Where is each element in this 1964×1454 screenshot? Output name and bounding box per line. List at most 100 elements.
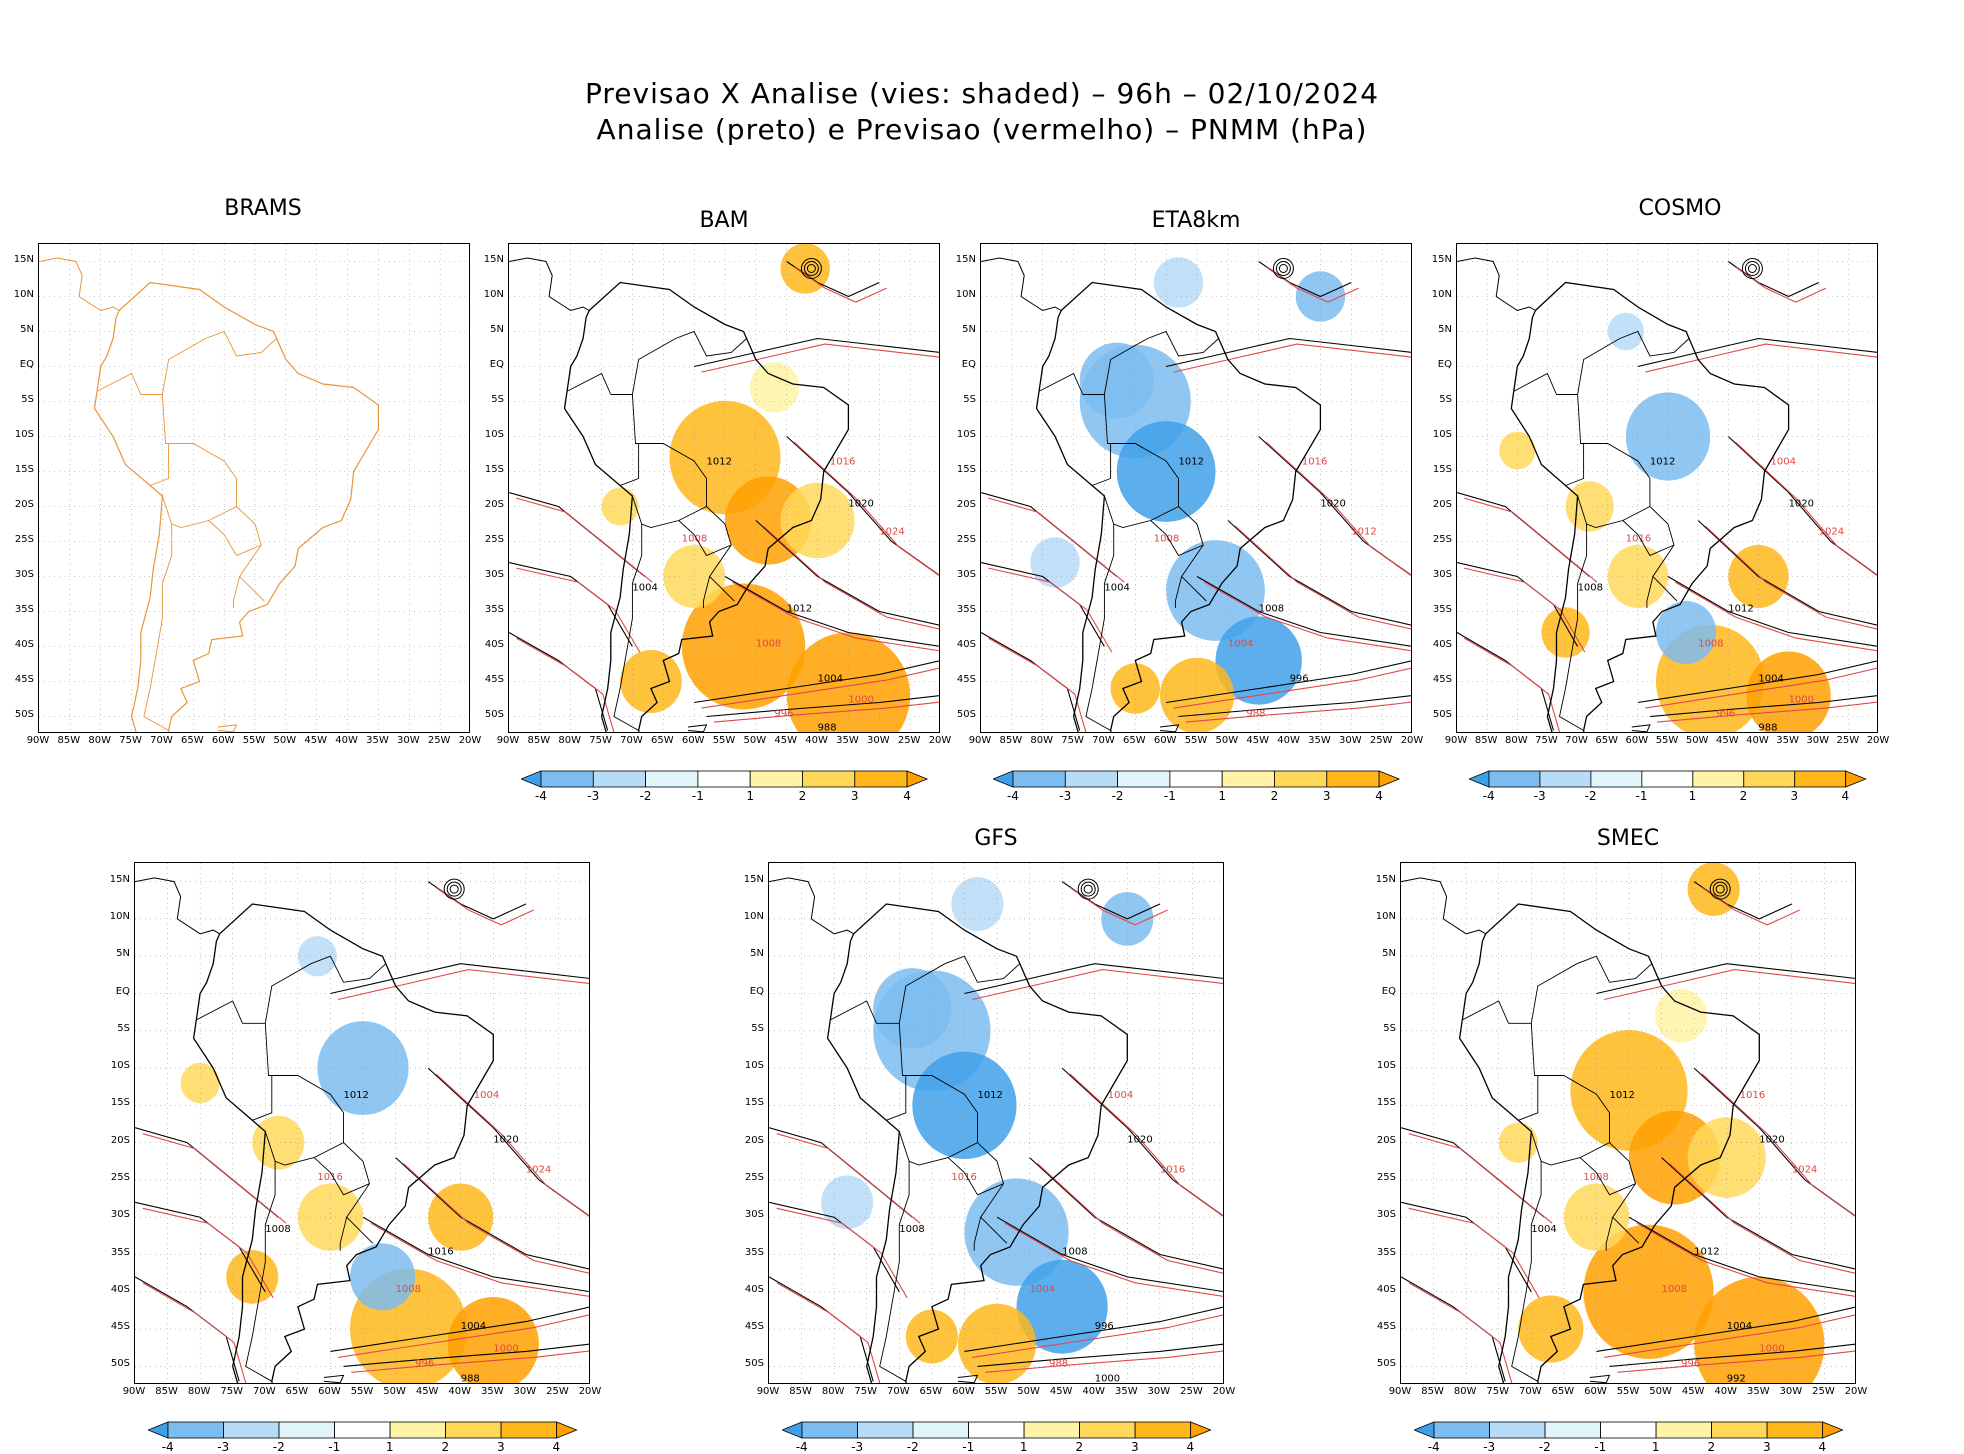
lat-tick-label: 15S [14, 463, 34, 475]
colorbar-segment [1539, 770, 1591, 788]
panel-title: SMEC [1596, 826, 1660, 851]
isobar-label: 988 [1758, 723, 1777, 734]
isobar-label: 1024 [526, 1164, 551, 1175]
country-border [610, 330, 747, 395]
country-border [140, 330, 277, 395]
colorbar-label: 1 [385, 1440, 394, 1454]
lon-tick-label: 80W [88, 735, 112, 746]
lat-tick-label: 15S [110, 1097, 130, 1109]
map-canvas: 1012 1016 1008 1004 1020 1024 1012 1008 1004 996 9… [1457, 244, 1877, 734]
lat-tick-label: EQ [1437, 358, 1452, 370]
lon-tick-label: 80W [1504, 735, 1528, 746]
country-border [830, 1000, 877, 1024]
colorbar-segment [1274, 770, 1328, 788]
country-border [1511, 1161, 1542, 1382]
lon-tick-label: 80W [1453, 1386, 1477, 1397]
colorbar-segment [540, 770, 594, 788]
bias-area [1687, 1117, 1766, 1198]
lon-tick-label: 80W [187, 1386, 211, 1397]
bias-area [786, 632, 911, 732]
analysis-isobar [724, 576, 939, 647]
isobar-label: 1016 [1626, 534, 1651, 545]
lon-tick-label: 70W [886, 1386, 910, 1397]
lat-tick-label: 20S [1376, 1134, 1396, 1146]
analysis-isobar [1609, 1343, 1855, 1367]
lat-tick-label: 20S [744, 1134, 764, 1146]
lon-tick-label: 75W [119, 735, 142, 746]
forecast-isobar [1004, 1222, 1223, 1297]
analysis-isobar [343, 1343, 589, 1367]
bias-area [252, 1115, 305, 1170]
isobar-label: 1012 [1609, 1090, 1634, 1101]
pressure-center [1747, 264, 1757, 273]
analysis-isobar [330, 1306, 589, 1352]
lat-tick-label: 25S [744, 1171, 764, 1183]
forecast-isobar [701, 343, 939, 373]
isobar-label: 988 [1246, 709, 1265, 720]
lat-tick-label: 25S [14, 533, 34, 545]
lon-tick-label: 30W [1147, 1386, 1171, 1397]
bias-area [1746, 651, 1831, 732]
country-border [1103, 495, 1179, 528]
lat-tick-label: 40S [1432, 638, 1452, 650]
lat-tick-label: 45S [1376, 1321, 1396, 1333]
lon-tick-label: 30W [866, 735, 890, 746]
country-border [196, 1000, 243, 1024]
coastline [687, 724, 708, 732]
lon-tick-label: 90W [1388, 1386, 1412, 1397]
isobar-label: 1004 [818, 674, 843, 685]
lon-tick-label: 40W [335, 735, 358, 746]
lat-tick-label: 5N [1382, 948, 1396, 960]
lat-tick-label: 5S [1383, 1022, 1396, 1034]
isobar-label: 1004 [1228, 639, 1253, 650]
coastline [509, 257, 590, 312]
country-border [1462, 1000, 1509, 1024]
lon-tick-label: 65W [1122, 735, 1146, 746]
lon-tick-label: 30W [1338, 735, 1362, 746]
colorbar-label: -1 [1635, 789, 1648, 803]
isobar-label: 1020 [1320, 499, 1345, 510]
lat-tick-label: 45S [110, 1321, 130, 1333]
lon-tick-label: 55W [1184, 735, 1208, 746]
lat-tick-label: 40S [110, 1283, 130, 1295]
isobar-label: 1008 [682, 534, 707, 545]
analysis-isobar [977, 1343, 1223, 1367]
lon-tick-label: 90W [26, 735, 50, 746]
isobar-label: 1008 [396, 1284, 421, 1295]
lon-tick-label: 50W [1017, 1386, 1040, 1397]
isobar-label: 1012 [706, 457, 731, 468]
lon-tick-label: 20W [458, 735, 482, 746]
pressure-center [1275, 261, 1291, 276]
lon-tick-label: 40W [1714, 1386, 1738, 1397]
colorbar-segment [749, 770, 803, 788]
lat-tick-label: 15N [1431, 253, 1452, 265]
lon-tick-label: 85W [155, 1386, 178, 1397]
forecast-isobar [435, 887, 534, 926]
country-border [1082, 330, 1219, 395]
colorbar-label: 1 [746, 789, 754, 803]
country-border [1039, 372, 1084, 395]
analysis-isobar [964, 963, 1223, 995]
country-border [1565, 443, 1585, 486]
colorbar-label: -2 [272, 1440, 285, 1454]
lon-tick-label: 60W [1153, 735, 1177, 746]
analysis-isobar [1596, 963, 1855, 995]
title-line-2: Analise (preto) e Previsao (vermelho) – … [596, 113, 1368, 146]
lon-tick-label: 35W [836, 735, 859, 746]
colorbar-segment [906, 770, 929, 788]
colorbar-label: -3 [1059, 789, 1072, 803]
colorbar-segment [1221, 770, 1275, 788]
forecast-isobar [516, 637, 615, 732]
colorbar-segment [1844, 770, 1867, 788]
pressure-center [800, 258, 822, 279]
forecast-isobar [1657, 701, 1877, 723]
lon-tick-label: 60W [1584, 1386, 1607, 1397]
lon-tick-label: 20W [1400, 735, 1424, 746]
forecast-isobar [713, 701, 939, 723]
lon-tick-label: 45W [1049, 1386, 1073, 1397]
analysis-isobar [1166, 660, 1411, 704]
isobar-label: 1020 [1127, 1135, 1152, 1146]
lat-tick-label: 5N [962, 323, 976, 335]
analysis-isobar [1637, 337, 1877, 368]
lon-tick-label: 55W [712, 735, 736, 746]
